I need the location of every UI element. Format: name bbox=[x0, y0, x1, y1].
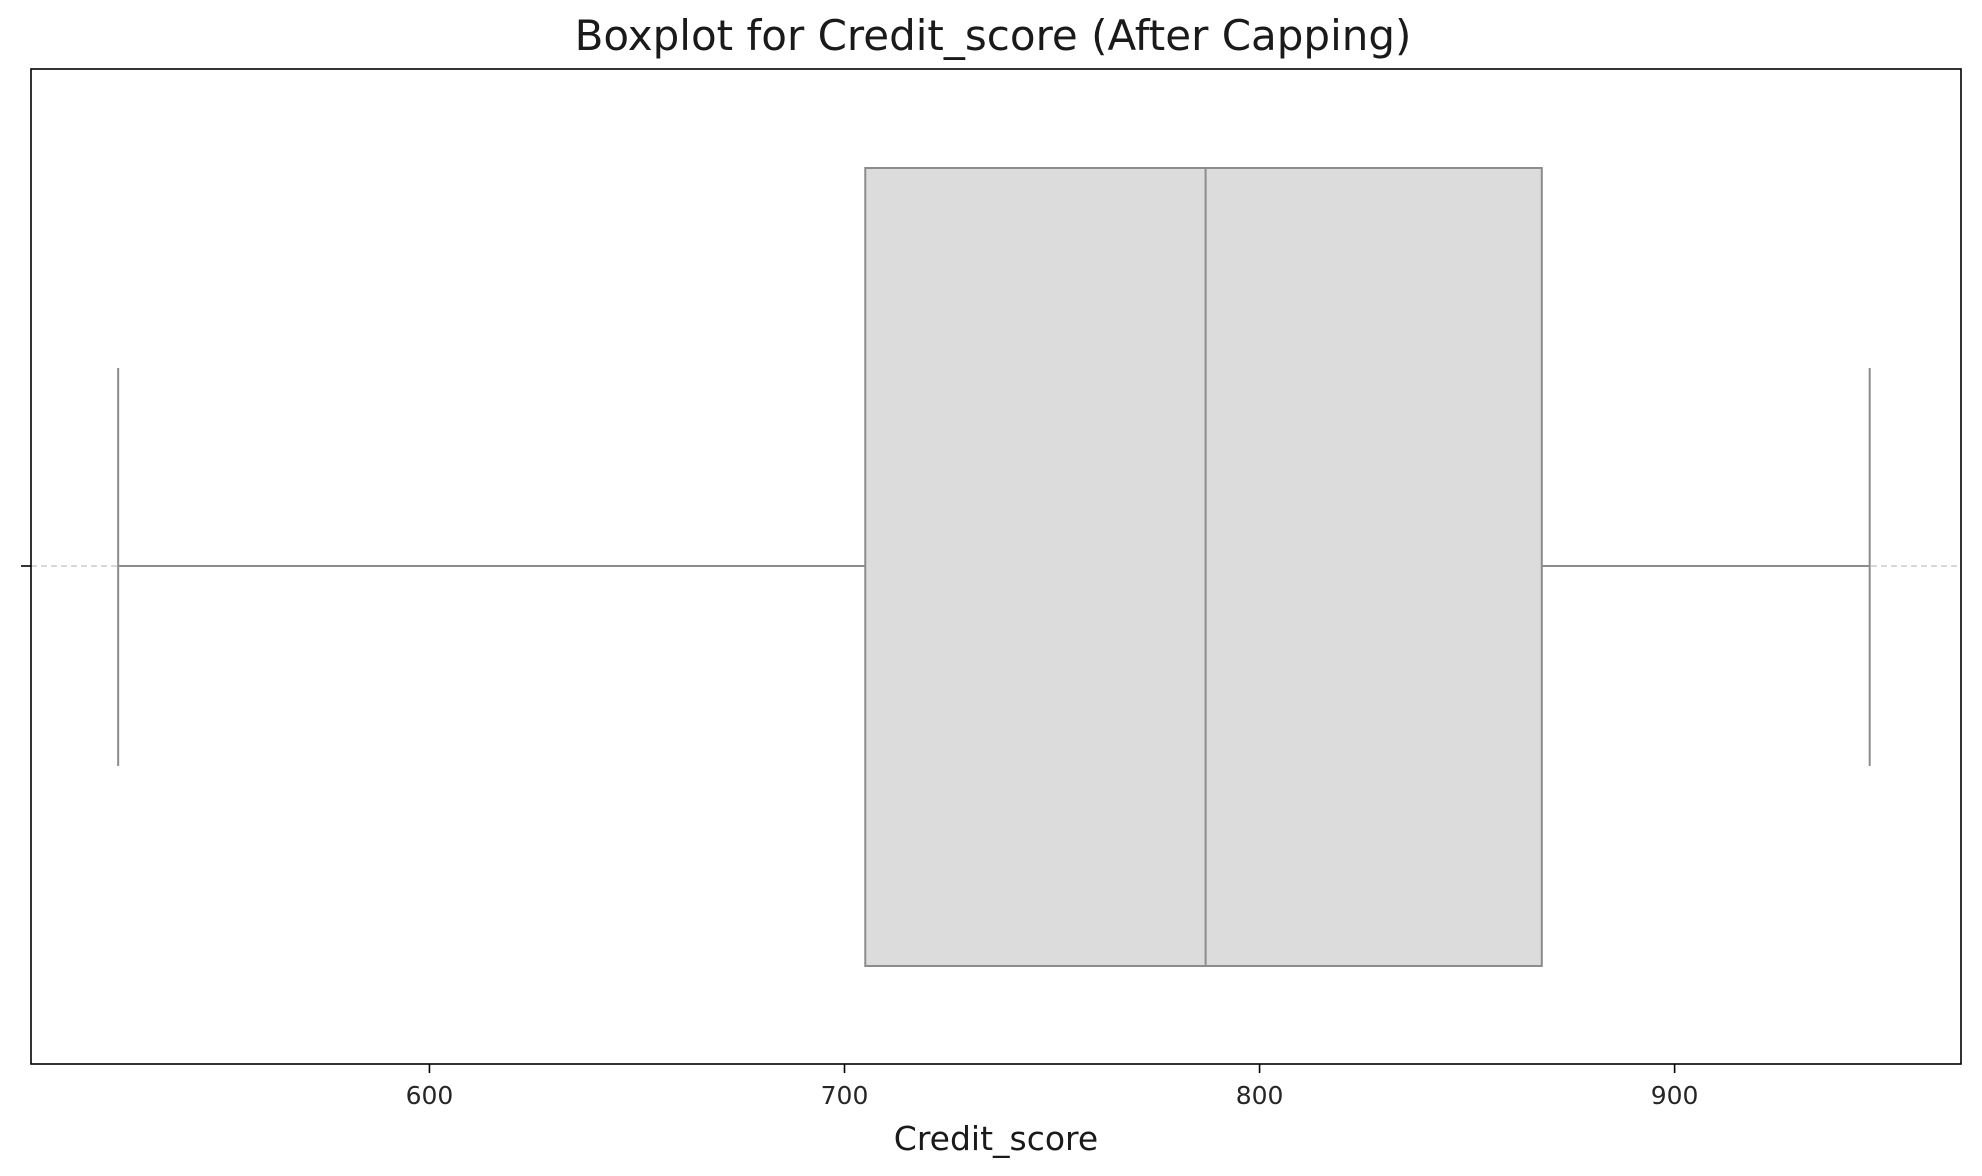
x-tick-label: 900 bbox=[1651, 1081, 1699, 1110]
x-tick-label: 700 bbox=[821, 1081, 869, 1110]
x-axis-ticks: 600 700 800 900 bbox=[406, 1064, 1699, 1110]
x-axis-label: Credit_score bbox=[894, 1119, 1098, 1158]
plot-layer bbox=[31, 167, 1961, 967]
x-tick-label: 600 bbox=[406, 1081, 454, 1110]
x-tick-label: 800 bbox=[1236, 1081, 1284, 1110]
chart-title: Boxplot for Credit_score (After Capping) bbox=[575, 11, 1412, 60]
interquartile-box bbox=[864, 167, 1543, 967]
